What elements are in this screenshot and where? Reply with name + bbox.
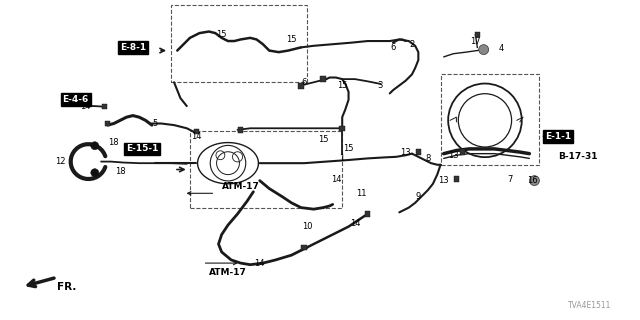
Text: 13: 13	[448, 151, 458, 160]
Text: 5: 5	[152, 119, 157, 128]
Circle shape	[91, 142, 99, 150]
Text: 11: 11	[356, 189, 367, 198]
Bar	[193, 129, 199, 134]
Text: 14: 14	[255, 259, 265, 268]
Text: 1: 1	[340, 154, 345, 163]
Text: 15: 15	[318, 135, 328, 144]
Bar	[454, 176, 459, 182]
Text: 8: 8	[425, 154, 431, 163]
Text: 18: 18	[115, 167, 125, 176]
Bar	[171, 4, 307, 82]
Text: 6: 6	[301, 78, 307, 87]
Bar	[339, 125, 345, 131]
Bar	[440, 74, 539, 165]
Text: 17: 17	[470, 36, 481, 45]
Text: 6: 6	[390, 43, 396, 52]
Bar	[238, 127, 243, 132]
Text: 13: 13	[438, 176, 449, 185]
Text: 18: 18	[109, 138, 119, 147]
Text: 15: 15	[343, 144, 354, 153]
Circle shape	[479, 45, 489, 55]
Text: 12: 12	[54, 157, 65, 166]
Circle shape	[529, 176, 540, 186]
Text: 3: 3	[378, 81, 383, 90]
Text: E-1-1: E-1-1	[545, 132, 571, 141]
Text: 10: 10	[302, 222, 312, 231]
Bar	[365, 211, 371, 217]
Bar	[301, 244, 307, 250]
Text: 14: 14	[191, 132, 202, 141]
Text: TVA4E1511: TVA4E1511	[568, 301, 611, 310]
Bar	[321, 76, 326, 82]
Text: E-8-1: E-8-1	[120, 43, 146, 52]
Text: 14: 14	[349, 219, 360, 228]
Text: 14: 14	[331, 174, 341, 184]
Text: 16: 16	[527, 176, 538, 185]
Text: 13: 13	[401, 148, 411, 156]
Text: ATM-17: ATM-17	[209, 268, 247, 277]
Text: 15: 15	[337, 81, 348, 90]
Bar	[105, 121, 110, 126]
Text: 4: 4	[498, 44, 504, 53]
Bar	[190, 132, 342, 208]
Text: ATM-17: ATM-17	[221, 182, 260, 191]
Text: 2: 2	[410, 40, 415, 49]
Text: 15: 15	[216, 30, 227, 39]
Text: B-17-31: B-17-31	[558, 152, 597, 161]
Circle shape	[91, 169, 99, 177]
Text: 9: 9	[416, 192, 421, 201]
Text: 7: 7	[508, 174, 513, 184]
Text: E-4-6: E-4-6	[63, 95, 89, 104]
Bar	[475, 32, 480, 37]
Text: FR.: FR.	[57, 282, 76, 292]
Bar	[102, 104, 107, 109]
Bar	[415, 149, 421, 155]
Text: 14: 14	[80, 101, 90, 111]
Text: E-15-1: E-15-1	[126, 144, 159, 153]
Bar	[460, 149, 465, 155]
Bar	[298, 84, 304, 89]
Text: 15: 15	[286, 35, 297, 44]
